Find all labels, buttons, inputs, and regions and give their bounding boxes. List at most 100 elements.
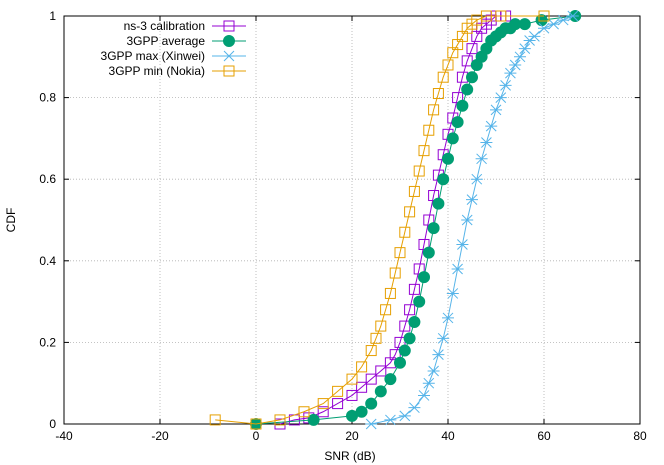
data-point — [547, 18, 560, 30]
data-point — [456, 99, 469, 112]
data-point — [442, 59, 454, 71]
data-point — [298, 406, 310, 418]
x-axis-label: SNR (dB) — [324, 449, 375, 463]
data-point — [461, 214, 474, 226]
data-point — [403, 332, 416, 345]
data-point — [466, 194, 478, 205]
data-point — [499, 80, 512, 91]
legend-label: ns-3 calibration — [124, 19, 205, 33]
legend-label: 3GPP average — [127, 34, 206, 48]
legend-marker — [223, 20, 235, 32]
data-point — [413, 295, 426, 308]
series-line — [215, 15, 544, 425]
data-point — [538, 22, 550, 34]
data-point — [528, 31, 541, 42]
legend-marker — [223, 35, 235, 47]
data-point — [346, 373, 358, 385]
data-point — [461, 55, 473, 67]
data-point — [422, 246, 435, 259]
data-point — [380, 304, 392, 316]
x-tick-label: 0 — [253, 429, 260, 443]
data-point — [466, 71, 478, 84]
series-line — [255, 15, 576, 425]
data-point — [408, 185, 420, 197]
data-point — [442, 152, 454, 165]
data-point — [404, 304, 416, 316]
data-point — [399, 320, 411, 332]
data-point — [413, 165, 425, 177]
data-point — [356, 361, 368, 373]
series-1 — [250, 10, 582, 430]
data-point — [437, 71, 449, 83]
data-point — [470, 173, 483, 185]
data-point — [437, 332, 450, 344]
data-point — [451, 263, 464, 275]
data-point — [374, 385, 387, 398]
series-layer — [209, 10, 582, 430]
data-point — [408, 402, 421, 414]
data-point — [423, 124, 435, 136]
data-point — [475, 153, 488, 165]
data-point — [404, 206, 416, 218]
legend-item: 3GPP max (Xinwei) — [101, 49, 246, 63]
data-point — [432, 349, 445, 360]
data-point — [418, 390, 430, 401]
data-point — [408, 316, 421, 328]
legend-label: 3GPP min (Nokia) — [109, 64, 205, 78]
data-point — [209, 414, 221, 426]
data-point — [446, 132, 459, 145]
data-point — [509, 59, 522, 71]
data-point — [418, 145, 430, 157]
legend-item: 3GPP min (Nokia) — [109, 64, 246, 78]
data-point — [375, 365, 387, 377]
data-point — [432, 197, 445, 210]
grid-lines — [64, 16, 640, 424]
x-tick-label: 20 — [345, 429, 359, 443]
data-point — [375, 320, 387, 332]
data-point — [466, 43, 478, 55]
data-point — [365, 345, 377, 357]
legend-item: ns-3 calibration — [124, 19, 246, 33]
data-point — [370, 332, 382, 344]
data-point — [504, 67, 517, 79]
data-point — [365, 418, 378, 430]
data-point — [494, 92, 507, 103]
data-point — [317, 406, 329, 418]
data-point — [250, 418, 262, 430]
data-point — [518, 18, 531, 31]
data-point — [428, 104, 440, 116]
y-tick-label: 0.2 — [39, 335, 56, 349]
series-2 — [365, 10, 579, 430]
legend-label: 3GPP max (Xinwei) — [101, 49, 205, 63]
data-point — [518, 43, 531, 54]
x-tick-label: 80 — [633, 429, 647, 443]
data-point — [384, 287, 396, 299]
data-point — [461, 83, 474, 96]
data-point — [399, 226, 411, 238]
data-point — [442, 312, 454, 324]
data-point — [394, 356, 406, 369]
data-point — [398, 410, 411, 422]
data-point — [523, 35, 536, 46]
data-point — [456, 239, 469, 250]
series-3 — [209, 10, 550, 430]
data-point — [495, 10, 507, 22]
legend-marker — [223, 50, 235, 62]
data-point — [394, 247, 406, 259]
x-tick-label: -40 — [55, 429, 73, 443]
data-point — [557, 14, 570, 26]
data-point — [485, 120, 498, 132]
data-point — [418, 271, 430, 284]
data-point — [332, 398, 344, 410]
data-point — [389, 267, 401, 279]
axis-ticks: -40 -20 0 20 40 60 80 0 0.2 0.4 0.6 0.8 1 — [39, 9, 647, 443]
data-point — [365, 373, 377, 385]
data-point — [514, 51, 526, 63]
y-tick-label: 1 — [49, 9, 56, 23]
data-point — [384, 373, 397, 386]
data-point — [408, 283, 420, 295]
data-point — [317, 398, 329, 410]
data-point — [398, 344, 411, 357]
data-point — [356, 381, 368, 393]
